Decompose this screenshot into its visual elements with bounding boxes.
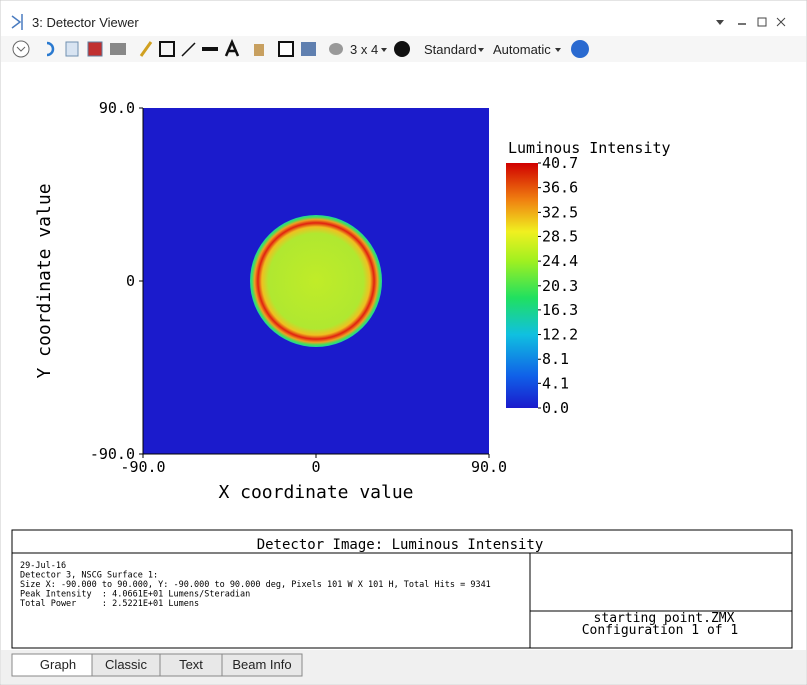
help-button[interactable] <box>571 40 589 58</box>
dropdown-arrow <box>478 48 484 52</box>
y-tick-label: 0 <box>126 272 135 290</box>
layout-dropdown[interactable]: 3 x 4 <box>350 42 378 57</box>
colorbar-tick-label: 4.1 <box>542 374 569 392</box>
settings-button[interactable] <box>394 41 410 57</box>
copy-button[interactable] <box>65 41 79 57</box>
info-line: Total Power : 2.5221E+01 Lumens <box>20 599 199 609</box>
illuminated-spot <box>250 215 382 347</box>
layers-button[interactable] <box>329 43 343 55</box>
colorbar-tick-label: 0.0 <box>542 399 569 417</box>
y-tick-label: -90.0 <box>90 445 135 463</box>
info-line: Peak Intensity : 4.0661E+01 Lumens/Stera… <box>20 590 250 600</box>
info-line: Size X: -90.000 to 90.000, Y: -90.000 to… <box>20 580 491 590</box>
tab[interactable] <box>221 653 303 677</box>
colorbar-tick-label: 36.6 <box>542 179 578 197</box>
pencil-button[interactable] <box>139 41 153 57</box>
colorbar-title: Luminous Intensity <box>508 139 671 157</box>
dropdown-arrow <box>381 48 387 52</box>
tab-label[interactable]: Graph <box>40 657 76 672</box>
lock-button[interactable] <box>254 44 264 56</box>
rectangle-button[interactable] <box>159 41 175 57</box>
collapse-button[interactable] <box>12 40 30 58</box>
arrow-button[interactable] <box>181 42 196 57</box>
y-tick-label: 90.0 <box>99 99 135 117</box>
window-title: 3: Detector Viewer <box>32 15 139 30</box>
info-box <box>11 529 793 649</box>
colorbar-tick-label: 40.7 <box>542 154 578 172</box>
x-tick-label: 0 <box>311 458 320 476</box>
zoom-button[interactable] <box>278 41 294 57</box>
colorbar-tick-label: 28.5 <box>542 227 578 245</box>
close-button[interactable] <box>776 17 786 27</box>
colorbar-tick-label: 20.3 <box>542 277 578 295</box>
tab-label[interactable]: Text <box>179 657 203 672</box>
dropdown-arrow <box>555 48 561 52</box>
save-button[interactable] <box>87 41 103 57</box>
tab-label[interactable]: Beam Info <box>232 657 291 672</box>
colorbar-tick-label: 8.1 <box>542 350 569 368</box>
standard-dropdown[interactable]: Standard <box>424 42 477 57</box>
x-axis-label: X coordinate value <box>218 482 413 503</box>
info-line: Detector 3, NSCG Surface 1: <box>20 571 158 581</box>
y-axis-label: Y coordinate value <box>34 183 55 378</box>
info-line: 29-Jul-16 <box>20 561 66 571</box>
print-button[interactable] <box>110 43 126 55</box>
plot-labels: -90.0 0 90.0 -90.0 0 90.0 X coordinate value Y … <box>34 99 671 503</box>
tabs: Graph Classic Text Beam Info <box>11 653 303 677</box>
colorbar-tick-label: 24.4 <box>542 252 578 270</box>
automatic-dropdown[interactable]: Automatic <box>493 42 551 57</box>
colorbar <box>506 163 538 408</box>
x-tick-label: 90.0 <box>471 458 507 476</box>
refresh-button[interactable] <box>46 41 55 57</box>
configuration: Configuration 1 of 1 <box>582 623 739 638</box>
collapse-icon <box>16 46 26 52</box>
menu-button[interactable] <box>716 20 724 25</box>
colorbar-tick-label: 16.3 <box>542 301 578 319</box>
toolbar-icons <box>46 38 343 57</box>
info-title: Detector Image: Luminous Intensity <box>257 537 544 553</box>
app-icon <box>11 14 23 30</box>
x-tick-label: -90.0 <box>120 458 165 476</box>
window-button[interactable] <box>301 42 316 56</box>
colorbar-tick-label: 12.2 <box>542 326 578 344</box>
line-button[interactable] <box>202 47 218 51</box>
colorbar-tick-label: 32.5 <box>542 203 578 221</box>
tab-label[interactable]: Classic <box>105 657 147 672</box>
text-button[interactable] <box>224 38 240 57</box>
file-name: starting point.ZMX <box>594 611 735 626</box>
maximize-button[interactable] <box>757 17 767 27</box>
